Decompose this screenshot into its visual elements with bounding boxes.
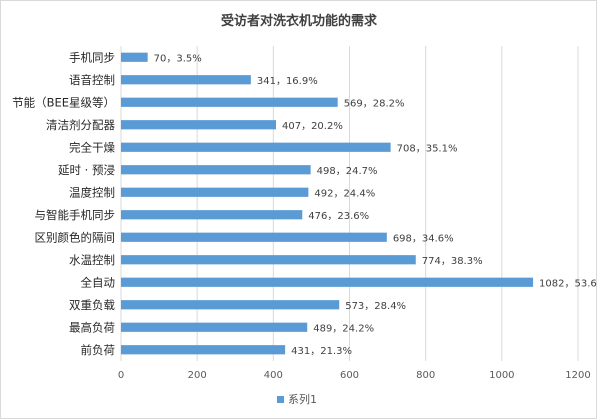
data-label: 341，16.9% bbox=[257, 76, 318, 87]
legend-label: 系列1 bbox=[288, 392, 317, 406]
data-label: 573，28.4% bbox=[345, 301, 406, 312]
legend: 系列1 bbox=[277, 392, 317, 406]
category-label: 区别颜色的隔间 bbox=[35, 230, 116, 244]
bar bbox=[121, 75, 251, 85]
x-tick-label: 200 bbox=[188, 370, 207, 381]
category-label: 节能（BEE星级等） bbox=[12, 95, 115, 109]
category-label: 完全干燥 bbox=[69, 140, 115, 154]
category-label: 双重负载 bbox=[69, 298, 115, 312]
x-tick-label: 1200 bbox=[565, 370, 590, 381]
category-label: 温度控制 bbox=[69, 185, 115, 199]
chart-title: 受访者对洗衣机功能的需求 bbox=[221, 13, 378, 29]
data-label: 774，38.3% bbox=[422, 256, 483, 267]
bar bbox=[121, 187, 309, 197]
x-tick-label: 800 bbox=[416, 370, 435, 381]
category-label: 与智能手机同步 bbox=[35, 208, 116, 222]
bar bbox=[121, 120, 276, 130]
x-axis-tick-labels: 0 200 400 600 800 1000 1200 bbox=[118, 370, 591, 381]
data-label: 698，34.6% bbox=[393, 233, 454, 244]
legend-swatch bbox=[277, 396, 284, 403]
data-label: 708，35.1% bbox=[397, 143, 458, 154]
category-label: 手机同步 bbox=[69, 50, 115, 64]
bar bbox=[121, 277, 534, 287]
category-label: 延时 · 预浸 bbox=[58, 163, 115, 177]
category-label: 最高负荷 bbox=[69, 320, 115, 334]
bar bbox=[121, 142, 391, 152]
bar bbox=[121, 345, 286, 355]
category-label: 水温控制 bbox=[69, 253, 115, 267]
bar bbox=[121, 210, 303, 220]
data-label: 407，20.2% bbox=[282, 121, 343, 132]
bar bbox=[121, 52, 148, 62]
data-label: 476，23.6% bbox=[308, 211, 369, 222]
category-label: 清洁剂分配器 bbox=[46, 118, 115, 132]
bar bbox=[121, 322, 308, 332]
x-tick-label: 0 bbox=[118, 370, 124, 381]
bar bbox=[121, 97, 338, 107]
data-label: 489，24.2% bbox=[313, 323, 374, 334]
bar bbox=[121, 165, 311, 175]
data-label: 70，3.5% bbox=[154, 53, 202, 64]
data-label: 498，24.7% bbox=[317, 166, 378, 177]
data-label: 492，24.4% bbox=[314, 188, 375, 199]
category-label: 语音控制 bbox=[69, 73, 115, 87]
bar bbox=[121, 255, 416, 265]
category-label: 前负荷 bbox=[81, 343, 116, 357]
x-tick-label: 1000 bbox=[489, 370, 514, 381]
data-labels: 70，3.5% 341，16.9% 569，28.2% 407，20.2% 708，35… bbox=[154, 53, 597, 357]
category-label: 全自动 bbox=[81, 275, 116, 289]
gridlines bbox=[120, 46, 579, 361]
bar bbox=[121, 232, 387, 242]
data-label: 1082，53.6% bbox=[539, 278, 597, 289]
data-label: 431，21.3% bbox=[291, 346, 352, 357]
bar bbox=[121, 300, 340, 310]
data-label: 569，28.2% bbox=[344, 98, 405, 109]
bars bbox=[121, 52, 534, 355]
x-tick-label: 400 bbox=[264, 370, 283, 381]
x-tick-label: 600 bbox=[340, 370, 359, 381]
